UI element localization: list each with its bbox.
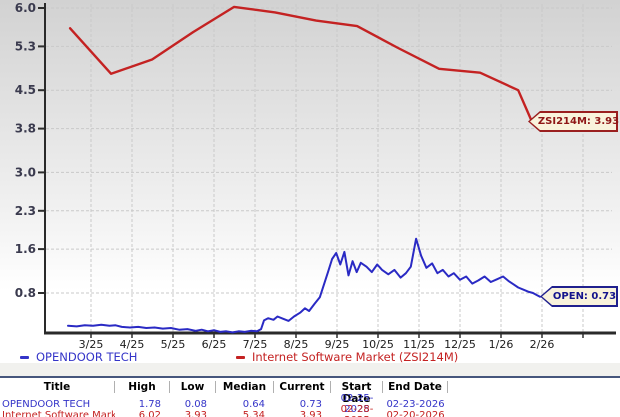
series-end-callout-zsi214m: ZSI214M: 3.93: [528, 111, 620, 132]
x-tick-label: 9/25: [325, 338, 350, 350]
row-end-date: 02-20-2026: [386, 409, 445, 417]
row-low: 3.93: [184, 409, 207, 417]
y-tick-label: 0.8: [15, 286, 36, 300]
x-tick-label: 10/25: [362, 338, 394, 350]
legend-item-internet-software-market: Internet Software Market (ZSI214M): [236, 350, 458, 364]
y-tick-label: 5.3: [15, 39, 36, 53]
row-start-date: 02-28-2025: [340, 404, 374, 417]
x-tick-label: 6/25: [202, 338, 227, 350]
series-line-internet-software-market: [68, 5, 533, 123]
row-title-link[interactable]: Internet Software Market (ZSI214M): [2, 409, 115, 417]
series-line-opendoor-tech: [67, 237, 541, 334]
col-header-high: High: [115, 380, 170, 393]
row-low: 0.08: [184, 398, 207, 410]
x-tick-label: 8/25: [284, 338, 309, 350]
legend-label: Internet Software Market (ZSI214M): [252, 350, 459, 364]
chart-legend: OPENDOOR TECH Internet Software Market (…: [0, 350, 620, 364]
x-tick-label: 2/26: [530, 338, 555, 350]
x-tick-label: 4/25: [120, 338, 145, 350]
x-tick-label: 3/25: [79, 338, 104, 350]
section-divider: [0, 376, 620, 378]
table-row-opendoor-tech: OPENDOOR TECH 1.78 0.08 0.64 0.73 02-25-…: [0, 393, 620, 415]
x-tick-label: 7/25: [243, 338, 268, 350]
y-tick-label: 4.5: [15, 83, 36, 97]
col-header-median: Median: [216, 380, 274, 393]
col-header-low: Low: [170, 380, 216, 393]
table-row-internet-software-market: Internet Software Market (ZSI214M) 6.02 …: [0, 404, 620, 417]
spacer: [0, 363, 620, 376]
y-tick-label: 2.3: [15, 204, 36, 218]
callout-text: OPEN: 0.73: [552, 291, 617, 302]
callout-fill: [530, 113, 616, 130]
y-tick-label: 3.8: [15, 122, 36, 136]
line-swatch-icon: [236, 355, 245, 359]
x-tick-label: 1/26: [489, 338, 514, 350]
row-high: 1.78: [138, 398, 161, 410]
col-header-end-date: End Date: [383, 380, 448, 393]
row-current: 0.73: [299, 398, 322, 410]
row-end-date: 02-23-2026: [386, 398, 445, 410]
stats-table: Title High Low Median Current Start Date…: [0, 380, 620, 417]
series-end-callout-open: OPEN: 0.73: [540, 286, 618, 307]
table-header-row: Title High Low Median Current Start Date…: [0, 380, 620, 405]
x-tick-label: 5/25: [161, 338, 186, 350]
y-tick-label: 3.0: [15, 165, 36, 179]
callout-fill: [542, 288, 616, 305]
row-median: 0.64: [242, 398, 265, 410]
col-header-filler: [448, 381, 620, 393]
legend-label: OPENDOOR TECH: [36, 350, 138, 364]
row-median: 5.34: [242, 409, 265, 417]
row-high: 6.02: [138, 409, 161, 417]
callout-text: ZSI214M: 3.93: [537, 116, 620, 127]
line-swatch-icon: [20, 355, 29, 359]
legend-item-opendoor-tech: OPENDOOR TECH: [20, 350, 137, 364]
chart-canvas: 6.0 5.3 4.5 3.8 3.0 2.3 1.6 0.8 3/25 4/25 5/25 6/25…: [0, 0, 620, 364]
x-tick-label: 12/25: [444, 338, 476, 350]
chart-plot: 6.0 5.3 4.5 3.8 3.0 2.3 1.6 0.8 3/25 4/25 5/25 6/25…: [15, 1, 616, 350]
row-title: OPENDOOR TECH: [2, 398, 91, 410]
row-start-date: 02-25-2025: [340, 393, 374, 415]
y-tick-label: 6.0: [15, 1, 36, 15]
col-header-title: Title: [0, 380, 115, 393]
y-tick-label: 1.6: [15, 242, 36, 256]
row-current: 3.93: [299, 409, 322, 417]
col-header-current: Current: [274, 380, 331, 393]
col-header-start-date: Start Date: [331, 380, 383, 405]
x-tick-label: 11/25: [403, 338, 435, 350]
